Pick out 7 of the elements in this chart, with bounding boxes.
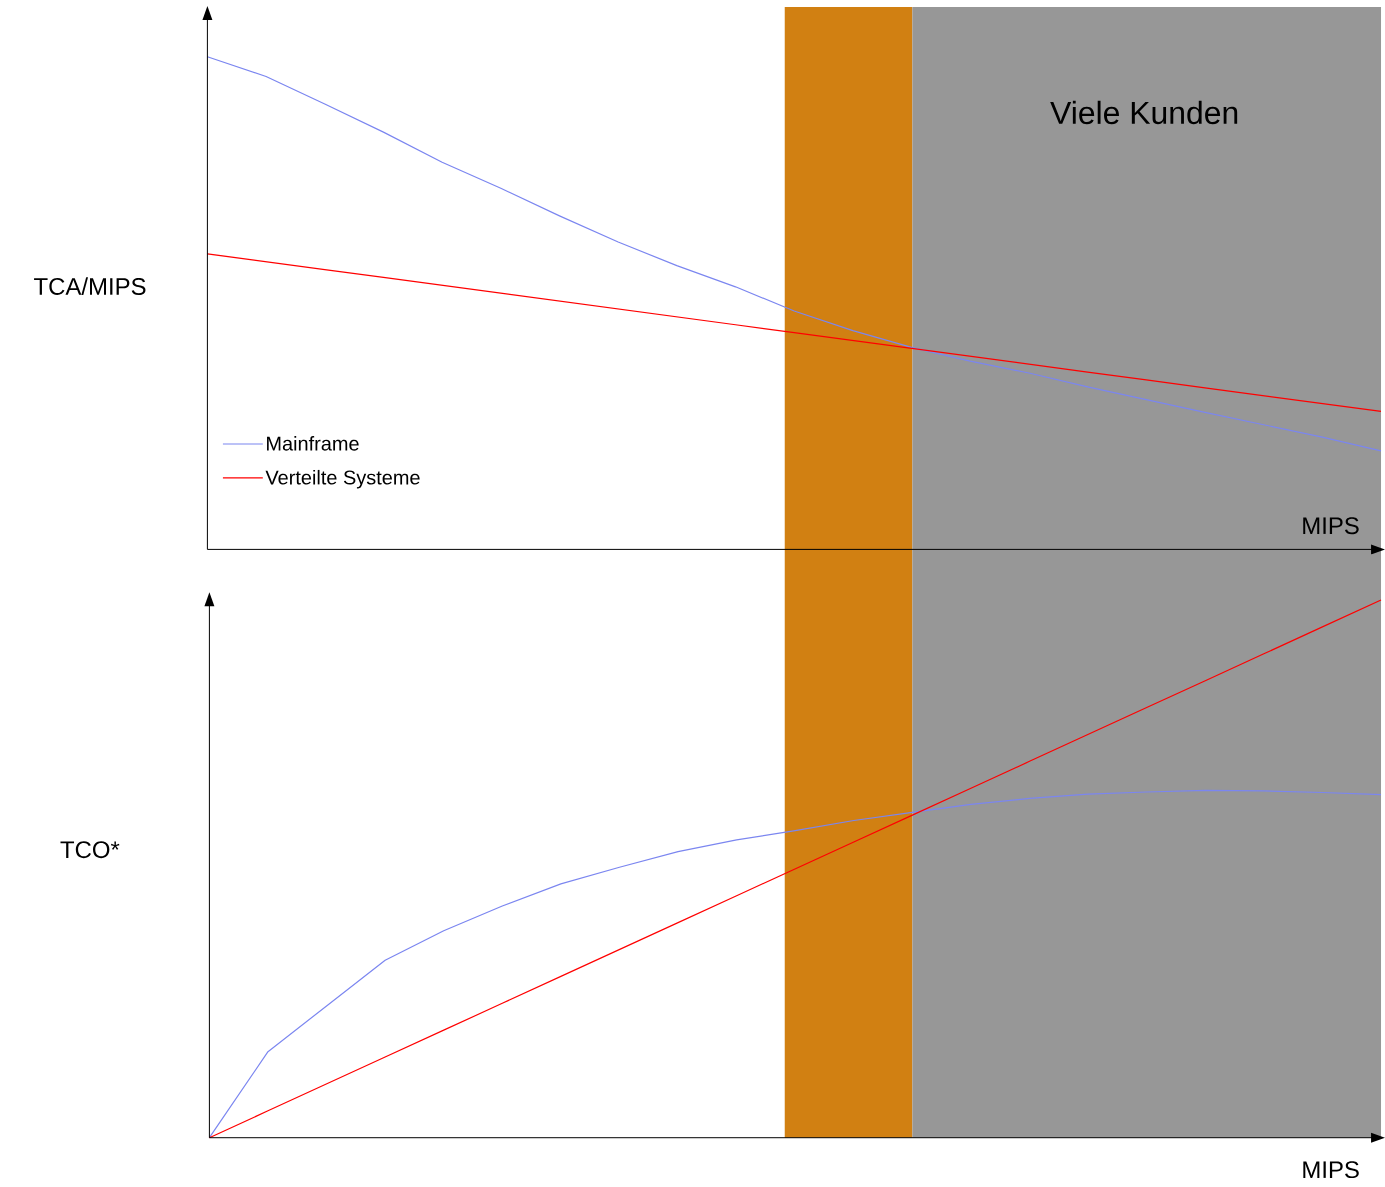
legend-label: Verteilte Systeme — [265, 470, 420, 489]
y-axis-title: TCO* — [60, 841, 120, 859]
y-axis-title: TCA/MIPS — [34, 277, 146, 296]
legend-label: Mainframe — [267, 436, 359, 451]
x-axis-title: MIPS — [1303, 517, 1359, 535]
annotation: Viele Kunden — [1050, 100, 1238, 125]
x-axis-title: MIPS — [1303, 1161, 1359, 1179]
